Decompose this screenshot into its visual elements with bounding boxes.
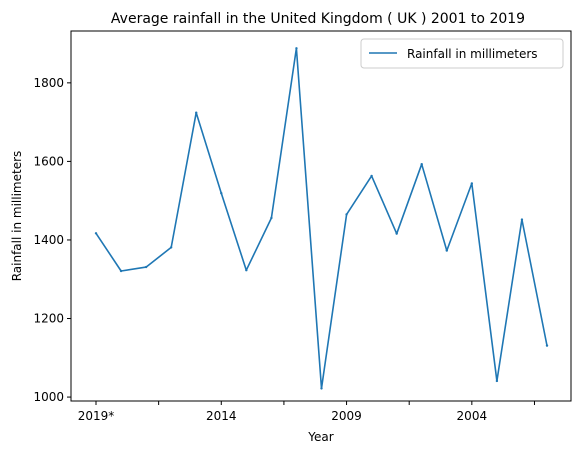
y-tick-label: 1200 [33,312,64,326]
y-tick-label: 1400 [33,233,64,247]
y-axis-label: Rainfall in millimeters [10,151,24,282]
data-point [470,182,474,185]
data-point [119,269,123,273]
data-point [520,218,524,221]
legend-label: Rainfall in millimeters [407,47,538,61]
series-layer [94,47,549,390]
y-tick-label: 1600 [33,154,64,168]
legend: Rainfall in millimeters [360,38,564,69]
plot-area-frame [70,30,572,402]
data-point [295,47,298,50]
x-tick-label: 2014 [206,409,237,423]
y-tick-label: 1800 [33,76,64,90]
chart-title: Average rainfall in the United Kingdom (… [111,11,525,27]
data-point [169,246,173,249]
data-point [495,379,499,383]
y-axis: 1000 1200 1400 1600 1800 [33,76,71,404]
series-line [95,47,548,390]
x-axis-label: Year [307,430,333,444]
data-point [270,216,273,220]
data-point [195,111,198,114]
data-point [220,192,223,195]
x-tick-label: 2009 [331,409,362,423]
data-point [245,269,248,272]
x-axis: 2019* 2014 2009 2004 [78,401,535,423]
data-point [420,162,423,166]
data-point [395,232,398,235]
data-point [144,265,148,269]
y-tick-label: 1000 [33,390,64,404]
data-point [345,213,348,216]
legend-box [360,38,564,69]
x-tick-label: 2004 [457,409,488,423]
data-point [545,344,549,347]
data-point [445,249,448,252]
data-point [370,174,373,178]
x-tick-label: 2019* [78,409,115,423]
data-point [320,387,323,390]
data-point [94,232,98,235]
